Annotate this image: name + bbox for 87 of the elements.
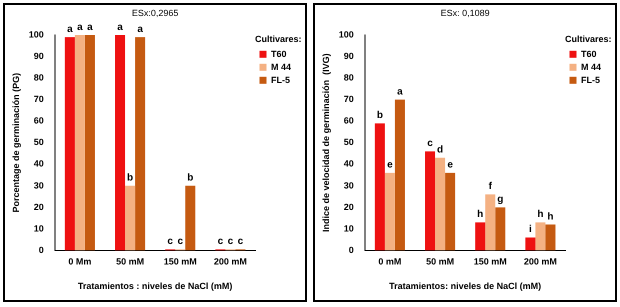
x-tick-label: 50 mM <box>116 256 144 266</box>
y-tick-label: 40 <box>34 158 44 169</box>
data-label: c <box>177 236 184 248</box>
bar <box>394 100 405 250</box>
y-tick-label: 100 <box>338 29 354 40</box>
bar <box>445 172 456 250</box>
bar <box>185 186 196 250</box>
bar <box>115 35 126 250</box>
data-label: a <box>397 86 404 98</box>
data-label: h <box>537 209 544 220</box>
data-label: c <box>167 236 174 248</box>
bar <box>374 123 385 250</box>
text: ESx:0,2965 <box>132 8 178 18</box>
data-label: a <box>87 22 94 33</box>
data-label: a <box>137 24 144 35</box>
y-tick-label: 60 <box>344 116 354 126</box>
bar <box>84 35 95 250</box>
y-tick-label: 30 <box>344 180 354 190</box>
data-label: b <box>376 110 383 122</box>
data-label: b <box>187 172 194 184</box>
x-tick-label: 50 mM <box>426 256 454 266</box>
x-tick-label: 0 Mm <box>68 256 92 266</box>
y-axis-title: Indice de velocidad de germinación (IVG) <box>320 53 331 232</box>
data-label: g <box>497 194 504 206</box>
legend-label: T60 <box>270 48 287 59</box>
data-label: e <box>387 160 394 171</box>
legend-label: M 44 <box>580 62 602 72</box>
data-label: h <box>477 209 484 220</box>
bar <box>485 194 496 250</box>
bar <box>435 158 446 250</box>
y-tick-label: 70 <box>34 94 44 104</box>
x-tick-label: 0 mM <box>378 256 402 266</box>
data-label: i <box>528 224 532 236</box>
y-tick-label: 0 <box>348 244 354 255</box>
bar <box>135 37 146 250</box>
x-axis-title: Tratamientos: niveles de NaCl (mM) <box>389 281 542 292</box>
y-tick-label: 100 <box>28 29 44 40</box>
legend-title: Cultivares: <box>564 34 612 44</box>
legend-label: M 44 <box>270 62 292 72</box>
text: ESx: 0,1089 <box>440 8 490 18</box>
data-label: c <box>427 138 434 150</box>
data-label: c <box>238 236 244 248</box>
bar <box>384 172 395 250</box>
x-tick-label: 200 mM <box>214 256 247 266</box>
y-tick-label: 90 <box>34 51 44 62</box>
y-tick-label: 60 <box>34 116 44 126</box>
y-tick-label: 70 <box>344 94 354 104</box>
x-tick-label: 150 mM <box>164 256 197 266</box>
y-tick-label: 0 <box>38 244 44 255</box>
data-label: a <box>117 22 124 33</box>
legend-title: Cultivares: <box>254 34 302 44</box>
bar <box>535 222 546 250</box>
data-label: c <box>228 236 234 248</box>
y-axis-title: Porcentage de germinación (PG) <box>10 72 21 212</box>
data-label: d <box>437 144 444 156</box>
y-tick-label: 50 <box>344 137 354 148</box>
bar <box>74 35 85 250</box>
x-axis-title: Tratamientos : niveles de NaCl (mM) <box>78 281 232 292</box>
bar <box>425 151 436 250</box>
bar <box>64 37 75 250</box>
y-tick-label: 40 <box>344 158 354 169</box>
y-tick-label: 10 <box>344 223 354 234</box>
data-label: b <box>127 172 134 184</box>
legend-label: FL-5 <box>580 74 600 85</box>
data-label: e <box>447 160 454 171</box>
data-label: f <box>488 181 493 192</box>
y-tick-label: 20 <box>34 202 44 212</box>
y-tick-label: 90 <box>344 51 354 62</box>
data-label: a <box>67 24 74 35</box>
bar <box>495 207 506 250</box>
y-tick-label: 30 <box>34 180 44 190</box>
x-tick-label: 150 mM <box>474 256 507 266</box>
y-tick-label: 50 <box>34 137 44 148</box>
y-tick-label: 80 <box>34 72 44 83</box>
x-tick-label: 200 mM <box>524 256 557 266</box>
bar <box>545 224 556 250</box>
data-label: h <box>547 211 554 222</box>
data-label: c <box>218 236 224 248</box>
bar <box>525 237 536 250</box>
bar <box>125 186 136 250</box>
y-tick-label: 80 <box>344 72 354 83</box>
legend-label: FL-5 <box>270 74 290 85</box>
y-tick-label: 20 <box>344 202 354 212</box>
bar <box>475 222 486 250</box>
y-tick-label: 10 <box>34 223 44 234</box>
legend-label: T60 <box>580 48 597 59</box>
data-label: a <box>77 22 84 33</box>
